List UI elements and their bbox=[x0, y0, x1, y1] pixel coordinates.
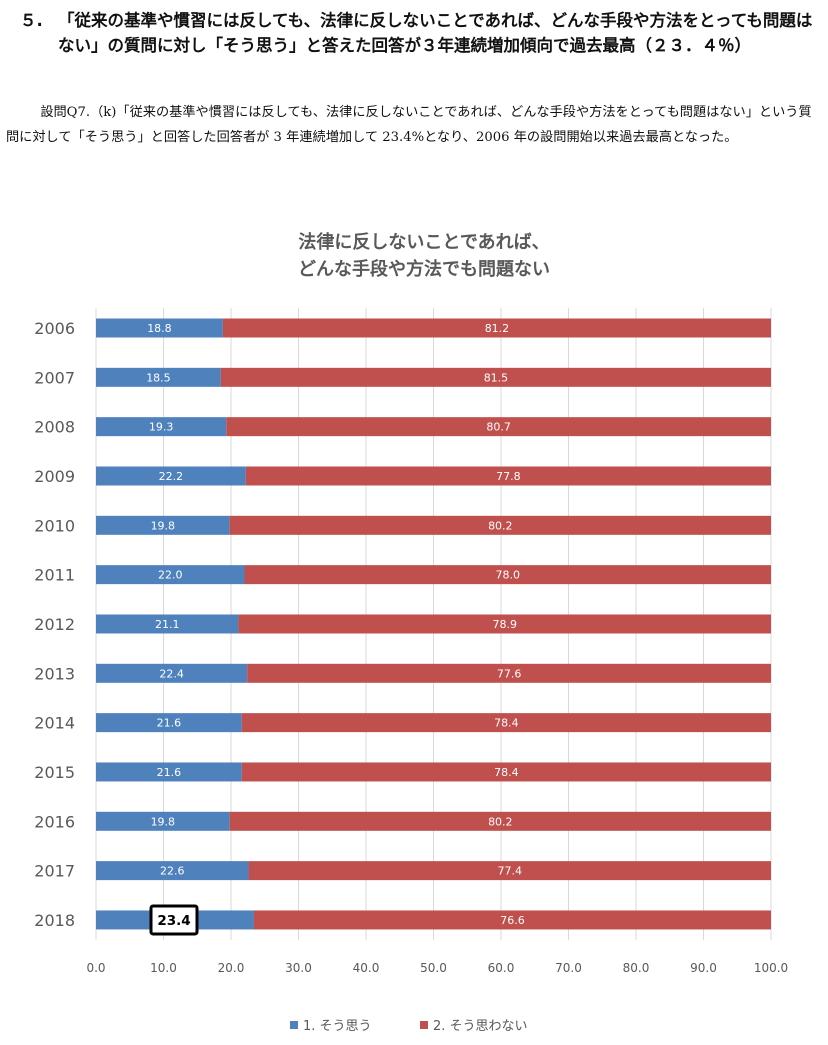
legend-label: 2. そう思わない bbox=[433, 1019, 528, 1034]
bar-value-label: 21.6 bbox=[157, 766, 182, 779]
x-tick-label: 60.0 bbox=[488, 961, 515, 975]
category-label: 2011 bbox=[34, 566, 75, 585]
bar-value-label: 78.0 bbox=[496, 569, 521, 582]
bar-value-label: 18.5 bbox=[146, 371, 171, 384]
bar-value-label: 19.8 bbox=[151, 815, 176, 828]
bar-segment-disagree bbox=[241, 713, 772, 733]
bar-value-label: 19.8 bbox=[151, 519, 176, 532]
bar-segment-agree bbox=[96, 614, 239, 634]
bar-segment-agree bbox=[96, 861, 249, 881]
x-tick-label: 0.0 bbox=[86, 961, 105, 975]
bar-segment-disagree bbox=[220, 367, 771, 387]
bar-value-label: 80.2 bbox=[488, 815, 513, 828]
bar-segment-agree bbox=[96, 515, 230, 535]
bar-segment-agree bbox=[96, 367, 221, 387]
section-number: ５. bbox=[20, 11, 43, 30]
category-label: 2008 bbox=[34, 418, 75, 437]
bar-value-label: 76.6 bbox=[500, 914, 525, 927]
bar-segment-disagree bbox=[253, 910, 771, 930]
bar-value-label: 19.3 bbox=[149, 421, 174, 434]
bar-segment-disagree bbox=[244, 565, 771, 585]
bar-value-label: 78.9 bbox=[492, 618, 517, 631]
x-tick-label: 90.0 bbox=[690, 961, 717, 975]
bar-segment-agree bbox=[96, 663, 248, 683]
category-label: 2017 bbox=[34, 862, 75, 881]
bar-segment-agree bbox=[96, 466, 246, 486]
x-tick-label: 70.0 bbox=[555, 961, 582, 975]
x-tick-label: 10.0 bbox=[150, 961, 177, 975]
bar-value-label: 77.6 bbox=[497, 667, 522, 680]
bar-segment-disagree bbox=[241, 762, 772, 782]
bar-segment-agree bbox=[96, 417, 227, 437]
bar-value-label: 81.2 bbox=[485, 322, 510, 335]
legend-label: 1. そう思う bbox=[303, 1019, 372, 1034]
bar-segment-disagree bbox=[229, 515, 771, 535]
category-label: 2016 bbox=[34, 812, 75, 831]
category-label: 2010 bbox=[34, 516, 75, 535]
bar-value-label: 77.4 bbox=[498, 865, 523, 878]
bar-segment-agree bbox=[96, 565, 245, 585]
bar-value-label: 21.1 bbox=[155, 618, 180, 631]
bar-segment-disagree bbox=[229, 811, 771, 831]
legend-swatch-disagree bbox=[420, 1021, 428, 1029]
bar-value-label: 78.4 bbox=[494, 717, 519, 730]
category-label: 2006 bbox=[34, 319, 75, 338]
bar-value-label: 80.2 bbox=[488, 519, 513, 532]
chart-title: 法律に反しないことであれば、 bbox=[298, 231, 549, 253]
chart-title: どんな手段や方法でも問題ない bbox=[298, 258, 550, 280]
bar-value-label: 78.4 bbox=[494, 766, 519, 779]
bar-value-label: 22.2 bbox=[159, 470, 184, 483]
bar-segment-disagree bbox=[222, 318, 771, 338]
bar-segment-disagree bbox=[248, 861, 772, 881]
bar-segment-disagree bbox=[238, 614, 772, 634]
bar-value-label: 22.4 bbox=[159, 667, 184, 680]
bar-segment-disagree bbox=[245, 466, 772, 486]
x-tick-label: 40.0 bbox=[353, 961, 380, 975]
bar-segment-disagree bbox=[247, 663, 771, 683]
section-heading-text: 「従来の基準や慣習には反しても、法律に反しないことであれば、どんな手段や方法をと… bbox=[58, 11, 813, 55]
category-label: 2013 bbox=[34, 664, 75, 683]
section-heading: ５. 「従来の基準や慣習には反しても、法律に反しないことであれば、どんな手段や方… bbox=[20, 8, 820, 58]
category-label: 2014 bbox=[34, 714, 75, 733]
bar-value-label: 80.7 bbox=[486, 421, 511, 434]
bar-segment-agree bbox=[96, 713, 242, 733]
bar-segment-agree bbox=[96, 762, 242, 782]
bar-value-label: 81.5 bbox=[484, 371, 509, 384]
bar-value-label: 22.6 bbox=[160, 865, 185, 878]
x-tick-label: 50.0 bbox=[420, 961, 447, 975]
x-tick-label: 100.0 bbox=[754, 961, 788, 975]
highlight-value-label: 23.4 bbox=[157, 913, 190, 929]
bar-segment-disagree bbox=[226, 417, 771, 437]
category-label: 2012 bbox=[34, 615, 75, 634]
legend-swatch-agree bbox=[290, 1021, 298, 1029]
bar-value-label: 18.8 bbox=[147, 322, 172, 335]
bar-segment-agree bbox=[96, 318, 223, 338]
x-tick-label: 30.0 bbox=[285, 961, 312, 975]
category-label: 2007 bbox=[34, 368, 75, 387]
x-tick-label: 20.0 bbox=[218, 961, 245, 975]
bar-segment-agree bbox=[96, 811, 230, 831]
bar-value-label: 22.0 bbox=[158, 569, 183, 582]
bar-value-label: 21.6 bbox=[157, 717, 182, 730]
category-label: 2009 bbox=[34, 467, 75, 486]
category-label: 2018 bbox=[34, 911, 75, 930]
highlight-callout-box bbox=[149, 904, 199, 936]
bar-value-label: 77.8 bbox=[496, 470, 521, 483]
section-body: 設問Q7.（k)「従来の基準や慣習には反しても、法律に反しないことであれば、どん… bbox=[6, 105, 812, 145]
x-tick-label: 80.0 bbox=[623, 961, 650, 975]
category-label: 2015 bbox=[34, 763, 75, 782]
